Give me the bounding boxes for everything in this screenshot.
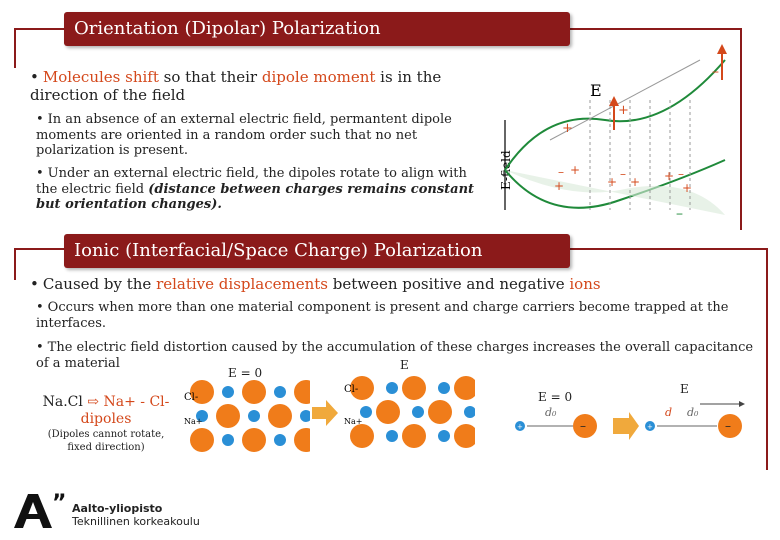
chloride-ion xyxy=(402,424,426,448)
section1-title: Orientation (Dipolar) Polarization xyxy=(64,12,570,46)
sodium-ion xyxy=(438,382,450,394)
chloride-ion xyxy=(428,400,452,424)
ion-lattice-e: Cl- Na+ xyxy=(344,376,475,448)
section1-main-bullet: Molecules shift so that their dipole mom… xyxy=(30,68,490,104)
svg-text:Na+: Na+ xyxy=(344,417,362,426)
ion-lattice-e0: Cl- Na+ xyxy=(184,380,310,452)
sodium-ion xyxy=(386,430,398,442)
section1-frame-left xyxy=(14,28,16,68)
chloride-ion xyxy=(376,400,400,424)
chloride-ion xyxy=(294,428,310,452)
chloride-ion xyxy=(350,376,374,400)
chloride-ion xyxy=(190,428,214,452)
svg-text:–: – xyxy=(725,419,731,433)
svg-text:–: – xyxy=(676,206,683,222)
sodium-ion xyxy=(412,406,424,418)
chloride-ion xyxy=(454,424,475,448)
svg-text:+: + xyxy=(607,175,617,189)
section2-main-bullet: Caused by the relative displacements bet… xyxy=(30,275,750,293)
sodium-ion xyxy=(438,430,450,442)
section2-title: Ionic (Interfacial/Space Charge) Polariz… xyxy=(64,234,570,268)
sodium-ion xyxy=(386,382,398,394)
chloride-ion xyxy=(242,380,266,404)
sodium-ion xyxy=(196,410,208,422)
svg-text:+: + xyxy=(570,163,580,177)
sodium-ion xyxy=(248,410,260,422)
svg-text:+: + xyxy=(562,121,573,136)
svg-text:–: – xyxy=(712,64,719,80)
section1-sub-bullet-1: In an absence of an external electric fi… xyxy=(36,112,476,159)
dipole-rotation-diagram: E-field – E + + – + + – + + + – + – xyxy=(499,44,727,222)
lattice-arrow xyxy=(312,400,338,426)
sodium-ion xyxy=(222,386,234,398)
chloride-ion xyxy=(268,404,292,428)
e-label: E xyxy=(590,81,602,100)
sodium-ion xyxy=(222,434,234,446)
nacl-note: (Dipoles cannot rotate, fixed direction) xyxy=(47,429,165,453)
chloride-ion xyxy=(216,404,240,428)
section1-sub-bullet-2: Under an external electric field, the di… xyxy=(36,166,476,213)
svg-text:–: – xyxy=(678,167,684,181)
sodium-ion xyxy=(300,410,310,422)
svg-text:Cl-: Cl- xyxy=(344,384,358,395)
e0-label-lattice: E = 0 xyxy=(228,366,263,380)
svg-text:+: + xyxy=(682,181,692,195)
svg-text:+: + xyxy=(630,175,640,189)
svg-text:+: + xyxy=(618,103,629,118)
sodium-ion xyxy=(360,406,372,418)
aalto-logo-icon: ” xyxy=(14,492,66,528)
e0-label-ions: E = 0 xyxy=(538,390,573,404)
chloride-ion xyxy=(242,428,266,452)
e-label-ions: E xyxy=(680,382,689,396)
bullet-highlight-2: dipole moment xyxy=(261,68,376,86)
ion-pair-diagram: + d₀ – + d d₀ – xyxy=(515,401,745,440)
svg-text:d: d xyxy=(665,406,672,419)
svg-text:–: – xyxy=(620,167,626,181)
sodium-ion xyxy=(274,434,286,446)
sodium-ion xyxy=(464,406,475,418)
section2-sub-bullet-2: The electric field distortion caused by … xyxy=(36,340,756,371)
svg-text:+: + xyxy=(647,423,653,431)
svg-text:d₀: d₀ xyxy=(545,406,557,419)
section2-sub-bullet-1: Occurs when more than one material compo… xyxy=(36,300,756,331)
svg-text:+: + xyxy=(554,179,564,193)
svg-text:–: – xyxy=(558,165,564,179)
chloride-ion xyxy=(402,376,426,400)
section2-frame-left xyxy=(14,248,16,280)
sodium-ion xyxy=(274,386,286,398)
svg-text:d₀: d₀ xyxy=(687,406,699,419)
svg-text:–: – xyxy=(580,419,586,433)
nacl-label: Na.Cl ⇨ Na+ - Cl- dipoles xyxy=(42,394,170,427)
chloride-ion xyxy=(190,380,214,404)
svg-text:Cl-: Cl- xyxy=(184,392,198,403)
aalto-logo-text: Aalto-yliopisto Teknillinen korkeakoulu xyxy=(72,502,200,528)
e-label-lattice: E xyxy=(400,358,409,372)
chloride-ion xyxy=(350,424,374,448)
chloride-ion xyxy=(294,380,310,404)
svg-text:+: + xyxy=(664,169,674,183)
svg-text:”: ” xyxy=(52,492,66,516)
svg-text:Na+: Na+ xyxy=(184,417,202,426)
svg-text:+: + xyxy=(517,423,523,431)
chloride-ion xyxy=(454,376,475,400)
bullet-highlight-1: Molecules shift xyxy=(42,68,159,86)
